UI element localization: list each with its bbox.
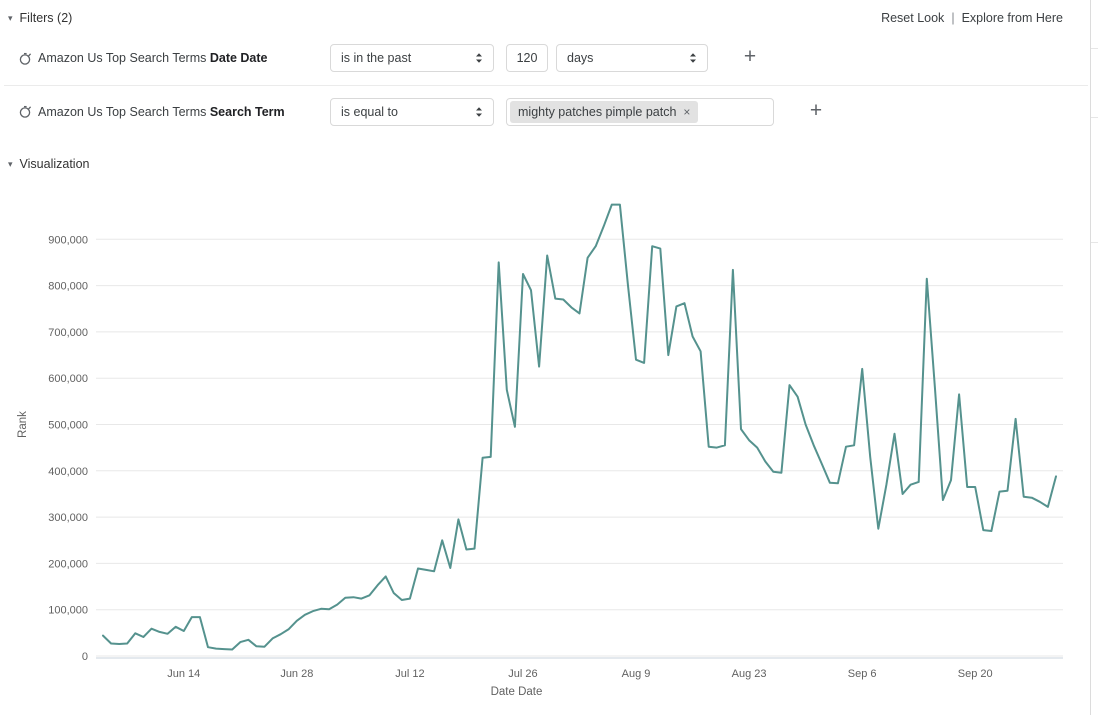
filter-field-prefix: Amazon Us Top Search Terms bbox=[38, 51, 210, 65]
y-tick-label: 700,000 bbox=[48, 327, 88, 339]
look-actions: Reset Look | Explore from Here bbox=[881, 11, 1063, 25]
add-filter-value-button[interactable]: + bbox=[809, 99, 823, 122]
filter-operator-value: is equal to bbox=[341, 105, 398, 119]
collapse-arrow-icon[interactable]: ▾ bbox=[8, 12, 13, 23]
x-tick-label: Jun 28 bbox=[280, 668, 313, 680]
y-tick-label: 300,000 bbox=[48, 512, 88, 524]
explore-from-here-link[interactable]: Explore from Here bbox=[961, 11, 1063, 25]
filter-value-chip: mighty patches pimple patch × bbox=[510, 101, 699, 123]
remove-chip-icon[interactable]: × bbox=[683, 105, 691, 119]
row-separator bbox=[4, 85, 1088, 86]
panel-separator bbox=[1091, 117, 1098, 118]
filter-unit-value: days bbox=[567, 51, 594, 65]
x-tick-label: Aug 23 bbox=[732, 668, 767, 680]
y-tick-label: 200,000 bbox=[48, 558, 88, 570]
filter-field-label: Amazon Us Top Search Terms Search Term bbox=[38, 105, 285, 119]
unfold-icon bbox=[476, 107, 482, 117]
filter-operator-select[interactable]: is equal to bbox=[330, 98, 494, 126]
filter-field-label: Amazon Us Top Search Terms Date Date bbox=[38, 51, 268, 65]
x-tick-label: Jun 14 bbox=[167, 668, 200, 680]
x-axis-title: Date Date bbox=[491, 686, 543, 698]
y-axis-title: Rank bbox=[17, 411, 29, 438]
filter-unit-select[interactable]: days bbox=[556, 44, 708, 72]
y-tick-label: 900,000 bbox=[48, 234, 88, 246]
visualization-section-header: ▾ Visualization bbox=[8, 157, 89, 171]
x-tick-label: Jul 12 bbox=[395, 668, 424, 680]
y-tick-label: 500,000 bbox=[48, 420, 88, 432]
panel-separator bbox=[1091, 48, 1098, 49]
panel-divider bbox=[1090, 0, 1091, 715]
time-filter-icon bbox=[18, 50, 33, 71]
y-tick-label: 800,000 bbox=[48, 281, 88, 293]
filter-field-name: Date Date bbox=[209, 51, 268, 65]
link-divider: | bbox=[951, 11, 955, 25]
filter-tag-input[interactable]: mighty patches pimple patch × bbox=[506, 98, 774, 126]
chip-label: mighty patches pimple patch bbox=[518, 105, 677, 119]
unfold-icon bbox=[476, 53, 482, 63]
filter-operator-value: is in the past bbox=[341, 51, 412, 65]
reset-look-link[interactable]: Reset Look bbox=[881, 11, 945, 25]
rank-series-line bbox=[102, 203, 1057, 651]
panel-separator bbox=[1091, 242, 1098, 243]
x-tick-label: Jul 26 bbox=[508, 668, 537, 680]
filter-field-prefix: Amazon Us Top Search Terms bbox=[38, 105, 210, 119]
x-tick-label: Sep 6 bbox=[848, 668, 877, 680]
y-tick-label: 100,000 bbox=[48, 605, 88, 617]
y-tick-label: 0 bbox=[82, 651, 88, 663]
filters-section-title: Filters (2) bbox=[19, 11, 73, 25]
filters-section-header: ▾ Filters (2) bbox=[8, 11, 72, 25]
unfold-icon bbox=[690, 53, 696, 63]
x-tick-label: Aug 9 bbox=[622, 668, 651, 680]
y-tick-label: 600,000 bbox=[48, 373, 88, 385]
filter-value-input[interactable] bbox=[506, 44, 548, 72]
visualization-section-title: Visualization bbox=[19, 157, 90, 171]
time-filter-icon bbox=[18, 103, 33, 124]
y-tick-label: 400,000 bbox=[48, 466, 88, 478]
filter-operator-select[interactable]: is in the past bbox=[330, 44, 494, 72]
collapse-arrow-icon[interactable]: ▾ bbox=[8, 158, 13, 169]
x-tick-label: Sep 20 bbox=[958, 668, 993, 680]
filter-field-name: Search Term bbox=[209, 105, 285, 119]
add-filter-value-button[interactable]: + bbox=[743, 45, 757, 68]
